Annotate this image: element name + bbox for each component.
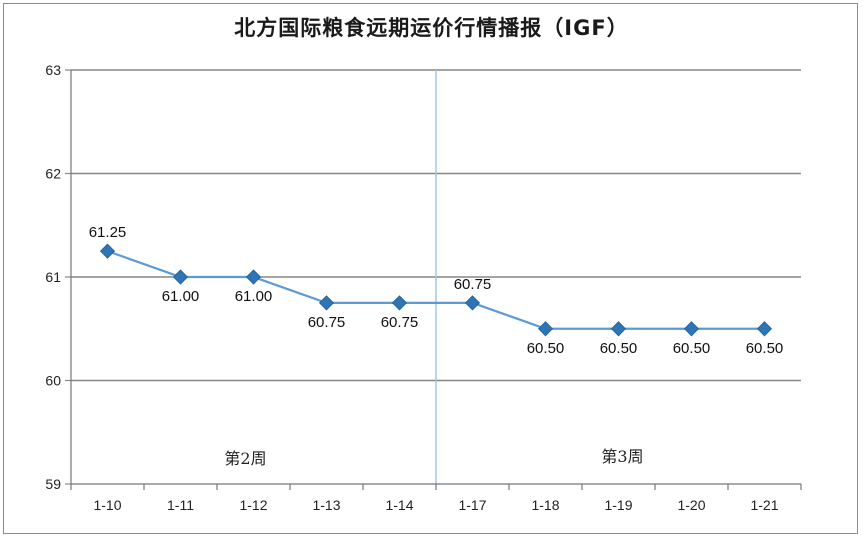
data-label-1-12: 61.00 — [235, 288, 273, 305]
data-label-1-19: 60.50 — [600, 340, 638, 357]
data-point-1-11 — [172, 269, 189, 285]
axes: 59 60 61 62 63 1-10 1-11 1-12 1-13 1-14 1-17 1-18 1-… — [45, 62, 802, 513]
chart-frame — [3, 3, 858, 534]
ytick-label-61: 61 — [45, 269, 61, 285]
data-label-1-18: 60.50 — [527, 340, 565, 357]
xtick-label-1-12: 1-12 — [239, 497, 267, 513]
xtick-label-1-20: 1-20 — [677, 497, 705, 513]
data-point-1-14 — [391, 295, 408, 311]
chart-title: 北方国际粮食远期运价行情播报（IGF） — [234, 16, 629, 40]
data-point-1-10 — [99, 243, 116, 259]
xtick-label-1-14: 1-14 — [385, 497, 413, 513]
data-point-1-19 — [610, 321, 627, 337]
xtick-label-1-13: 1-13 — [312, 497, 340, 513]
xtick-label-1-19: 1-19 — [604, 497, 632, 513]
data-label-1-13: 60.75 — [308, 314, 346, 331]
data-point-1-17 — [464, 295, 481, 311]
xtick-label-1-11: 1-11 — [167, 497, 194, 513]
data-label-1-14: 60.75 — [381, 314, 419, 331]
series-line — [107, 250, 765, 330]
ytick-label-62: 62 — [45, 166, 61, 182]
data-point-1-13 — [318, 295, 335, 311]
xtick-label-1-18: 1-18 — [531, 497, 559, 513]
ytick-label-60: 60 — [45, 373, 61, 389]
data-label-1-10: 61.25 — [89, 224, 127, 241]
data-labels: 第2周 第3周 61.25 61.00 61.00 60.75 60.75 60.75 60.5… — [89, 224, 784, 468]
ytick-label-63: 63 — [45, 62, 61, 78]
data-label-1-20: 60.50 — [673, 340, 711, 357]
series-ipg — [99, 243, 773, 337]
data-label-1-21: 60.50 — [746, 340, 784, 357]
week-label-2: 第3周 — [601, 447, 643, 466]
data-point-1-21 — [756, 321, 773, 337]
xtick-label-1-21: 1-21 — [750, 497, 778, 513]
data-label-1-11: 61.00 — [162, 288, 200, 305]
xtick-label-1-17: 1-17 — [458, 497, 486, 513]
data-point-1-12 — [245, 269, 262, 285]
data-label-1-17: 60.75 — [454, 276, 492, 293]
xtick-label-1-10: 1-10 — [93, 497, 121, 513]
ytick-label-59: 59 — [45, 476, 61, 492]
data-point-1-18 — [537, 321, 554, 337]
week-label-1: 第2周 — [224, 449, 266, 468]
data-point-1-20 — [683, 321, 700, 337]
